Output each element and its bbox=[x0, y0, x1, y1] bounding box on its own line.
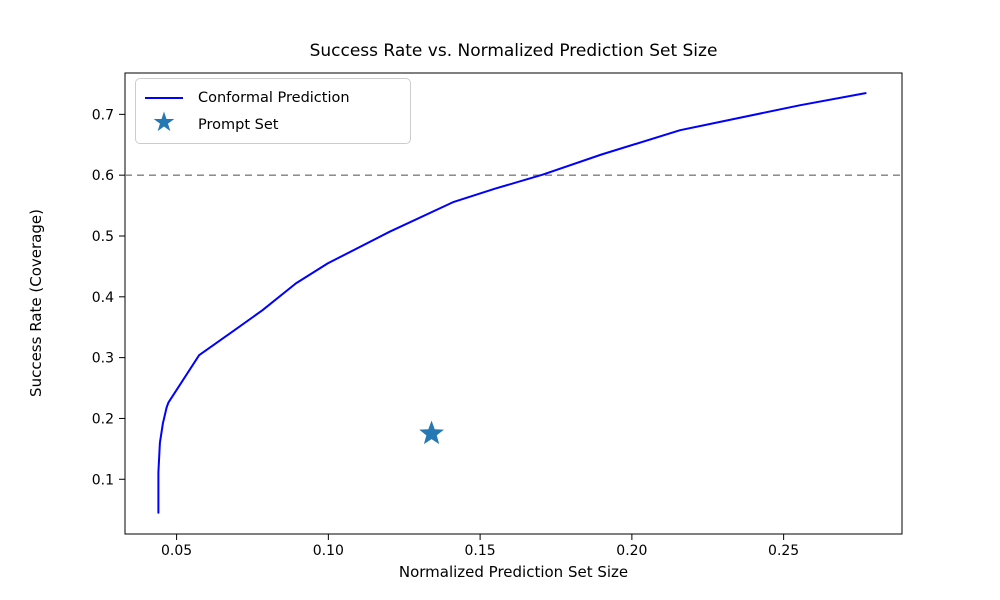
legend-entry-conformal-prediction: Conformal Prediction bbox=[144, 84, 400, 111]
legend-line-sample bbox=[144, 96, 184, 99]
x-tick-label: 0.20 bbox=[616, 543, 647, 559]
conformal-prediction-curve bbox=[157, 92, 867, 514]
y-tick-label: 0.5 bbox=[92, 229, 114, 245]
chart-title: Success Rate vs. Normalized Prediction S… bbox=[309, 41, 718, 61]
y-tick-label: 0.4 bbox=[92, 290, 114, 306]
y-tick-label: 0.2 bbox=[92, 411, 114, 427]
y-tick-label: 0.1 bbox=[92, 472, 114, 488]
x-tick-label: 0.15 bbox=[465, 543, 496, 559]
legend-star-icon: ★ bbox=[151, 107, 177, 138]
x-tick-label: 0.05 bbox=[161, 543, 192, 559]
y-tick-label: 0.3 bbox=[92, 351, 114, 367]
legend: Conformal Prediction ★ Prompt Set bbox=[135, 78, 411, 144]
y-tick-label: 0.7 bbox=[92, 107, 114, 123]
x-tick-label: 0.25 bbox=[768, 543, 799, 559]
y-tick-label: 0.6 bbox=[92, 168, 114, 184]
legend-label: Prompt Set bbox=[198, 116, 279, 133]
prompt-set-star-marker bbox=[419, 420, 444, 445]
x-axis-label: Normalized Prediction Set Size bbox=[398, 563, 629, 581]
legend-entry-prompt-set: ★ Prompt Set bbox=[144, 107, 400, 138]
legend-label: Conformal Prediction bbox=[198, 89, 350, 106]
plot-area bbox=[124, 72, 903, 535]
y-axis-label: Success Rate (Coverage) bbox=[27, 209, 45, 397]
x-tick-label: 0.10 bbox=[313, 543, 344, 559]
